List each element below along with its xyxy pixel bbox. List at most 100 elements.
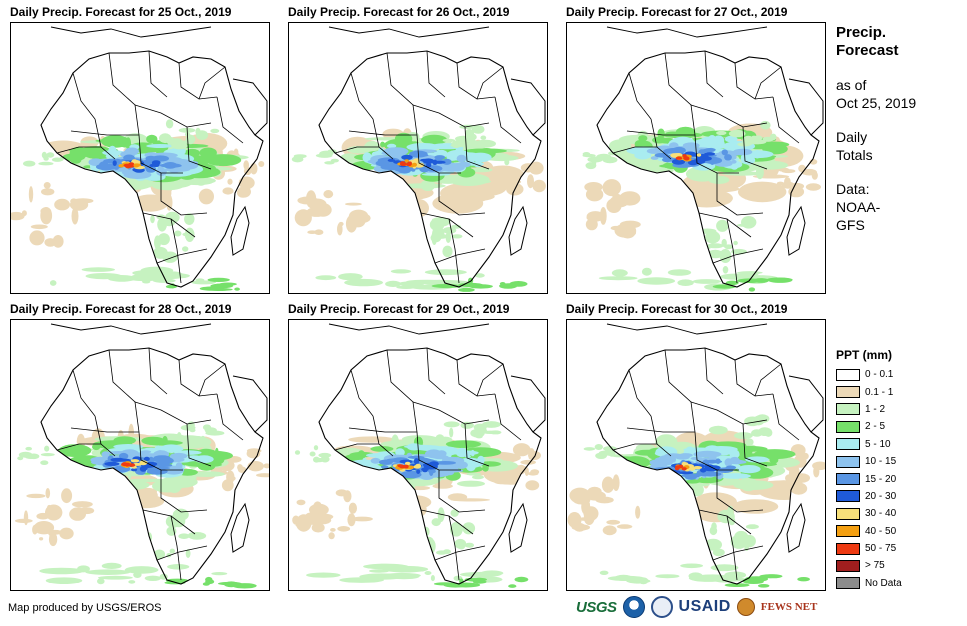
legend-label: 0 - 0.1 — [865, 369, 894, 381]
legend-swatch — [836, 490, 860, 503]
precip-cell — [97, 178, 140, 188]
legend-label: 15 - 20 — [865, 473, 897, 485]
precip-cell — [737, 465, 761, 474]
precip-cell — [184, 213, 195, 226]
legend-label: 20 - 30 — [865, 490, 897, 502]
precip-cell — [527, 174, 534, 189]
country-border — [628, 369, 652, 417]
legend-swatch — [836, 403, 860, 416]
precip-cell — [104, 461, 120, 466]
precip-cell — [40, 207, 53, 225]
country-border — [434, 545, 486, 561]
precip-cell — [595, 452, 607, 459]
precip-cell — [237, 466, 247, 473]
precip-cell — [318, 452, 332, 458]
precip-cell — [426, 162, 432, 168]
country-border — [72, 369, 96, 417]
precip-cell — [85, 273, 122, 280]
ocean-precip — [582, 151, 821, 292]
precip-cell — [691, 237, 706, 244]
precip-cell — [612, 474, 620, 491]
precip-cell — [407, 465, 415, 470]
country-border — [438, 470, 486, 513]
country-border — [348, 427, 417, 433]
precip-cell — [582, 152, 591, 156]
precip-cell — [421, 134, 448, 145]
country-border — [138, 134, 183, 174]
precip-cell — [627, 171, 653, 189]
precip-cell — [336, 473, 372, 488]
precip-cell — [162, 435, 168, 446]
precip-cell — [681, 467, 687, 471]
precip-cell — [775, 278, 790, 283]
country-border — [612, 443, 657, 451]
country-border — [70, 130, 139, 136]
precip-cell — [432, 483, 453, 489]
precip-cell — [360, 464, 383, 474]
country-border — [456, 359, 496, 397]
country-border — [694, 134, 739, 174]
precip-cell — [258, 161, 265, 167]
precip-cell — [480, 135, 487, 140]
precip-cell — [307, 198, 327, 210]
precip-cell — [671, 158, 686, 165]
precip-cell — [451, 178, 492, 185]
precip-cell — [705, 230, 721, 244]
precip-cell — [577, 517, 596, 521]
precip-cell — [472, 475, 484, 480]
land-precip — [41, 119, 249, 263]
asof-date: Oct 25, 2019 — [836, 95, 917, 111]
legend-title: PPT (mm) — [836, 348, 893, 362]
precip-cell — [508, 584, 517, 588]
precip-cell — [675, 126, 696, 139]
precip-cell — [466, 472, 482, 476]
precip-cell — [363, 563, 409, 570]
precip-cell — [637, 277, 676, 285]
precip-cell — [434, 233, 448, 239]
precip-cell — [41, 474, 68, 481]
precip-cell — [442, 138, 456, 143]
legend-item: 20 - 30 — [836, 488, 961, 505]
precip-cell — [355, 173, 388, 188]
precip-cell — [39, 567, 84, 575]
precip-cell — [48, 465, 66, 489]
precip-cell — [715, 458, 721, 464]
precip-cell — [428, 470, 436, 474]
country-border — [628, 72, 652, 120]
precip-cell — [745, 524, 759, 530]
precip-map — [288, 22, 548, 294]
legend-item: 40 - 50 — [836, 523, 961, 540]
precip-cell — [434, 155, 446, 160]
precip-cell — [73, 175, 101, 189]
sidebar-title-line1: Precip. — [836, 24, 887, 41]
precip-cell — [150, 215, 155, 224]
madagascar-outline — [786, 502, 806, 553]
precip-cell — [781, 169, 796, 174]
precip-cell — [462, 522, 476, 535]
legend-rows: 0 - 0.1 0.1 - 1 1 - 2 2 - 5 5 - 10 10 - 15 15 … — [836, 366, 961, 592]
precip-cell — [688, 572, 703, 580]
precip-cell — [451, 234, 463, 239]
precip-cell — [445, 440, 482, 448]
precip-cell — [788, 186, 805, 198]
precip-cell — [51, 179, 73, 193]
country-border — [416, 134, 461, 174]
precip-cell — [332, 478, 340, 490]
precip-cell — [369, 569, 390, 573]
precip-cell — [602, 179, 622, 197]
precip-cell — [124, 462, 131, 466]
precip-cell — [359, 573, 404, 580]
precip-cell — [421, 159, 433, 163]
precip-cell — [309, 451, 316, 457]
precip-cell — [708, 425, 728, 435]
precip-cell — [442, 227, 457, 234]
precip-cell — [170, 452, 188, 460]
precip-cell — [742, 135, 755, 146]
precip-cell — [25, 446, 32, 451]
country-border — [716, 173, 764, 216]
legend-item: > 75 — [836, 557, 961, 574]
precip-cell — [753, 449, 796, 460]
precip-cell — [156, 167, 167, 176]
precip-cell — [655, 434, 678, 451]
legend-item: 30 - 40 — [836, 505, 961, 522]
